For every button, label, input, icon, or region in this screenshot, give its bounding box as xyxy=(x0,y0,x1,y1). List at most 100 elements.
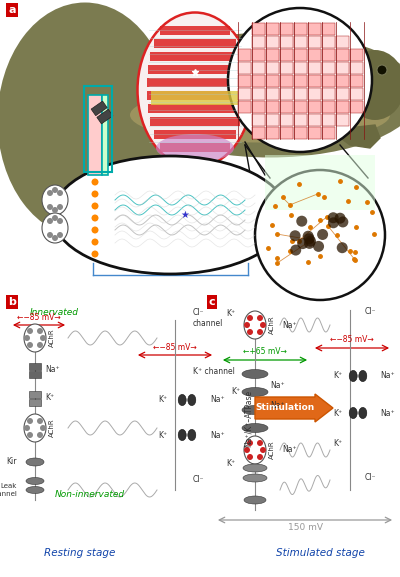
Text: Na⁺/K⁺–ATPase: Na⁺/K⁺–ATPase xyxy=(244,389,252,447)
Bar xyxy=(266,75,279,87)
Text: AChR: AChR xyxy=(269,441,275,459)
Ellipse shape xyxy=(52,156,288,274)
Bar xyxy=(322,75,335,87)
Bar xyxy=(280,75,293,87)
Bar xyxy=(160,26,230,35)
Text: ←−85 mV→: ←−85 mV→ xyxy=(17,313,61,323)
Circle shape xyxy=(40,425,46,431)
Circle shape xyxy=(328,212,339,223)
Bar xyxy=(146,91,244,100)
Bar xyxy=(266,62,279,74)
Ellipse shape xyxy=(156,134,234,162)
Text: Stimulation: Stimulation xyxy=(255,403,315,413)
Text: AChR: AChR xyxy=(269,316,275,334)
Circle shape xyxy=(27,432,33,438)
Bar xyxy=(252,101,265,113)
Bar xyxy=(29,370,41,377)
Bar xyxy=(97,109,113,124)
Bar xyxy=(102,95,108,175)
Text: Resting stage: Resting stage xyxy=(44,548,116,558)
Ellipse shape xyxy=(244,436,266,464)
Bar xyxy=(350,75,363,87)
Circle shape xyxy=(57,204,63,210)
Bar xyxy=(266,101,279,113)
Circle shape xyxy=(57,190,63,196)
Bar xyxy=(252,88,265,100)
Bar xyxy=(266,127,279,139)
Text: b: b xyxy=(8,297,16,307)
Circle shape xyxy=(37,342,43,348)
Circle shape xyxy=(303,231,314,242)
Circle shape xyxy=(52,187,58,193)
Bar xyxy=(336,101,349,113)
Text: ←−85 mV→: ←−85 mV→ xyxy=(330,335,374,344)
Text: K⁺: K⁺ xyxy=(226,459,235,467)
Bar xyxy=(322,127,335,139)
Ellipse shape xyxy=(178,395,186,406)
Text: Na⁺: Na⁺ xyxy=(210,395,225,404)
Bar xyxy=(294,62,307,74)
Ellipse shape xyxy=(42,185,68,215)
Circle shape xyxy=(257,315,263,321)
Circle shape xyxy=(47,232,53,238)
Ellipse shape xyxy=(345,50,400,120)
Circle shape xyxy=(247,329,253,335)
Circle shape xyxy=(57,232,63,238)
Text: Kir: Kir xyxy=(6,458,17,466)
Circle shape xyxy=(24,425,30,431)
Circle shape xyxy=(297,238,308,249)
Ellipse shape xyxy=(349,370,357,381)
Bar xyxy=(294,49,307,61)
Circle shape xyxy=(244,447,250,453)
Bar xyxy=(280,127,293,139)
Bar xyxy=(294,101,307,113)
Text: K⁺: K⁺ xyxy=(333,439,342,448)
Ellipse shape xyxy=(188,395,196,406)
FancyArrow shape xyxy=(255,394,333,422)
Bar xyxy=(280,49,293,61)
Circle shape xyxy=(304,238,315,249)
Bar xyxy=(252,75,265,87)
Circle shape xyxy=(290,245,301,256)
Bar xyxy=(280,88,293,100)
Bar xyxy=(88,95,102,175)
Bar xyxy=(308,75,321,87)
Bar xyxy=(146,78,244,87)
Text: Non-innervated: Non-innervated xyxy=(55,490,125,499)
Text: ★: ★ xyxy=(181,210,189,220)
Circle shape xyxy=(260,322,266,328)
Circle shape xyxy=(317,229,328,240)
Bar xyxy=(252,114,265,126)
Ellipse shape xyxy=(242,406,268,414)
Circle shape xyxy=(255,170,385,300)
Circle shape xyxy=(52,235,58,241)
Circle shape xyxy=(328,218,339,228)
Bar xyxy=(322,114,335,126)
Bar xyxy=(29,399,41,406)
Text: Na⁺: Na⁺ xyxy=(270,400,285,410)
Text: 150 mV: 150 mV xyxy=(288,523,322,533)
Circle shape xyxy=(27,342,33,348)
Bar xyxy=(336,36,349,48)
Bar xyxy=(29,362,41,369)
Bar xyxy=(252,23,265,35)
Text: Cl⁻
channel: Cl⁻ channel xyxy=(193,308,223,328)
Bar xyxy=(336,88,349,100)
Bar xyxy=(294,127,307,139)
Bar xyxy=(336,75,349,87)
Bar xyxy=(280,62,293,74)
Bar xyxy=(150,52,240,61)
Ellipse shape xyxy=(244,311,266,339)
Bar xyxy=(150,117,240,126)
Circle shape xyxy=(313,241,324,252)
Bar xyxy=(350,101,363,113)
Ellipse shape xyxy=(242,424,268,433)
Circle shape xyxy=(92,227,98,234)
Circle shape xyxy=(257,329,263,335)
Ellipse shape xyxy=(24,414,46,442)
Circle shape xyxy=(37,432,43,438)
Ellipse shape xyxy=(349,407,357,418)
Bar xyxy=(266,88,279,100)
Bar xyxy=(308,62,321,74)
Bar xyxy=(151,91,239,105)
